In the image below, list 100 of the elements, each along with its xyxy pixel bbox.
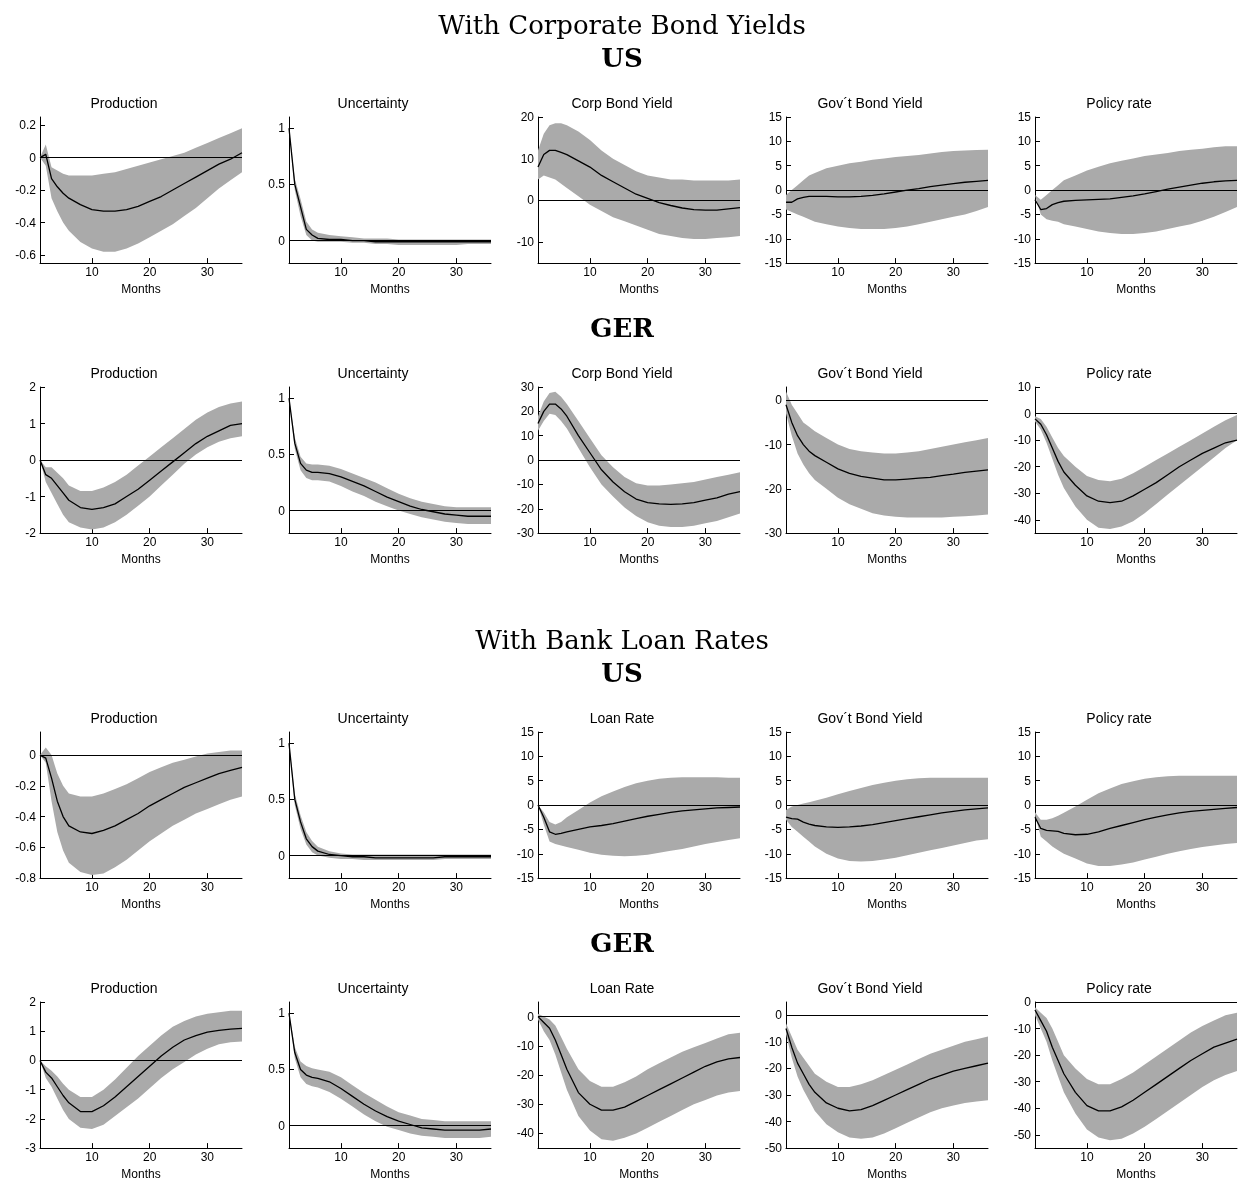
x-tick-label: 10 [85,880,99,895]
y-tick-label: 10 [1017,749,1032,764]
x-tick-label: 10 [1080,265,1095,280]
y-tick-label: 5 [775,773,783,788]
x-tick-label: 20 [640,265,655,280]
x-tick-label: 30 [449,880,464,895]
y-tick-label: 0 [29,1053,37,1068]
x-tick-label: 20 [889,1150,904,1165]
y-tick-label: -20 [516,501,534,516]
x-axis-title: Months [121,282,161,296]
x-tick-label: 10 [582,535,597,550]
x-axis-title: Months [121,552,161,566]
y-tick-label: 0 [29,453,37,468]
y-tick-label: -0.2 [15,183,37,198]
y-tick-label: 0 [29,150,37,165]
y-tick-label: 30 [520,380,534,394]
x-axis-title: Months [121,897,161,911]
y-tick-label: -15 [765,871,783,886]
y-tick-label: -20 [1013,1048,1032,1063]
x-tick-label: 10 [334,265,348,280]
y-tick-label: -5 [771,822,783,837]
y-tick-label: -20 [1013,459,1032,474]
x-tick-label: 10 [334,535,348,550]
y-tick-label: -15 [765,256,783,271]
x-tick-label: 20 [1138,535,1152,550]
y-tick-label: 2 [29,380,37,394]
y-tick-label: -30 [765,526,783,541]
y-tick-label: 0 [775,1008,783,1023]
y-tick-label: -30 [516,1097,534,1112]
text: With Bank Loan Rates [474,625,770,655]
x-tick-label: 20 [391,265,406,280]
y-tick-label: 20 [520,110,534,124]
y-tick-label: -40 [765,1114,783,1129]
x-tick-label: 20 [142,265,157,280]
x-axis-title: Months [867,282,908,296]
y-tick-label: 0 [278,848,286,863]
y-tick-label: -10 [765,231,783,246]
chart-title: Uncertainty [337,710,409,726]
y-tick-label: 0 [29,748,37,763]
text: GER [589,928,655,958]
chart-title: Gov´t Bond Yield [817,95,923,111]
chart-title: Uncertainty [337,95,409,111]
x-tick-label: 30 [947,265,961,280]
y-tick-label: 10 [520,428,534,443]
y-tick-label: -0.4 [15,809,37,824]
x-tick-label: 20 [889,880,904,895]
y-tick-label: 15 [1017,725,1032,739]
y-tick-label: 0 [1024,798,1032,813]
chart-title: Uncertainty [337,365,409,381]
x-tick-label: 30 [1195,1150,1210,1165]
x-tick-label: 30 [449,265,464,280]
y-tick-label: 2 [29,995,37,1009]
y-tick-label: -20 [516,1068,534,1083]
chart-title: Corp Bond Yield [571,95,673,111]
x-tick-label: 10 [831,535,846,550]
y-tick-label: -30 [516,526,534,541]
chart-title: Loan Rate [589,710,655,726]
y-tick-label: 0 [775,393,783,408]
y-tick-label: 1 [278,391,286,406]
x-tick-label: 10 [1080,880,1095,895]
y-tick-label: 0 [775,183,783,198]
x-axis-title: Months [370,552,410,566]
y-tick-label: 0.5 [268,1062,286,1077]
x-tick-label: 10 [334,1150,348,1165]
y-tick-label: 1 [278,121,286,136]
y-tick-label: 15 [769,110,783,124]
y-tick-label: -5 [522,822,534,837]
y-tick-label: -40 [1013,512,1032,527]
y-tick-label: -10 [765,437,783,452]
y-tick-label: -30 [765,1087,783,1102]
y-tick-label: -0.6 [15,840,37,855]
y-tick-label: -15 [516,871,534,886]
y-tick-label: -50 [765,1141,783,1156]
y-tick-label: -5 [1020,207,1032,222]
x-tick-label: 20 [1138,265,1152,280]
x-tick-label: 30 [698,265,712,280]
x-axis-title: Months [867,1167,908,1181]
x-tick-label: 30 [200,265,215,280]
x-axis-title: Months [618,897,659,911]
y-tick-label: 15 [520,725,534,739]
x-tick-label: 30 [947,535,961,550]
x-tick-label: 20 [889,535,904,550]
x-tick-label: 30 [200,880,215,895]
y-tick-label: 0 [1024,995,1032,1009]
y-tick-label: 5 [1024,158,1032,173]
chart-title: Uncertainty [337,980,409,996]
x-axis-title: Months [618,1167,659,1181]
y-tick-label: 0.2 [19,118,37,133]
x-axis-title: Months [1116,552,1156,566]
y-tick-label: 10 [769,134,783,149]
x-tick-label: 20 [391,880,406,895]
y-tick-label: 0.5 [268,792,286,807]
y-tick-label: -10 [1013,846,1032,861]
y-tick-label: -1 [25,489,37,504]
y-tick-label: -10 [1013,1021,1032,1036]
x-tick-label: 10 [582,1150,597,1165]
y-tick-label: 0 [526,1009,534,1024]
x-axis-title: Months [867,552,908,566]
y-tick-label: 10 [1017,134,1032,149]
x-axis-title: Months [618,282,659,296]
